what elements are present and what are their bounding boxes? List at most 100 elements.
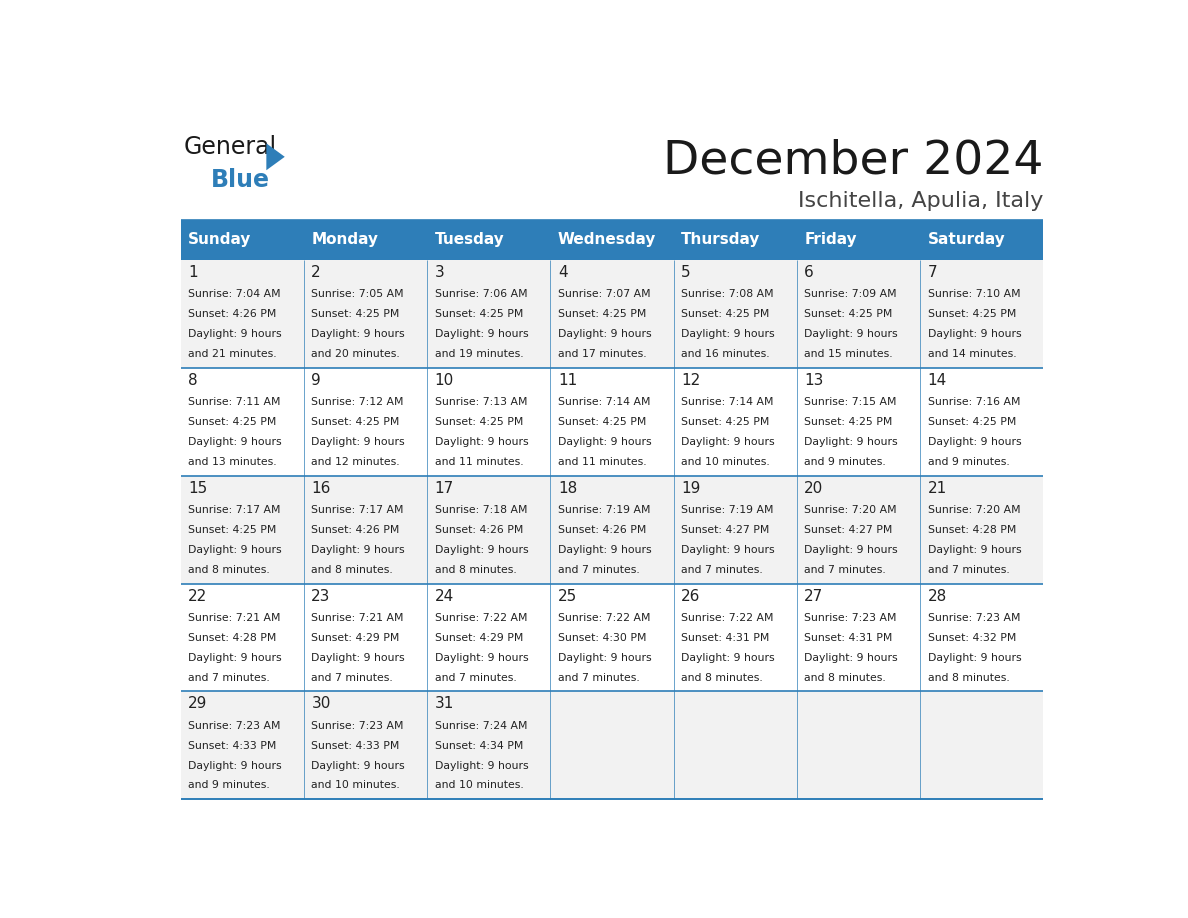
Text: and 11 minutes.: and 11 minutes. (435, 457, 523, 467)
Text: Sunset: 4:25 PM: Sunset: 4:25 PM (804, 309, 892, 319)
Text: 11: 11 (558, 373, 577, 387)
Text: Daylight: 9 hours: Daylight: 9 hours (311, 437, 405, 447)
Text: Sunrise: 7:07 AM: Sunrise: 7:07 AM (558, 289, 651, 299)
Bar (921, 260, 1043, 368)
Text: Sunset: 4:31 PM: Sunset: 4:31 PM (804, 633, 892, 643)
Text: Daylight: 9 hours: Daylight: 9 hours (188, 760, 282, 770)
Text: and 7 minutes.: and 7 minutes. (311, 673, 393, 683)
Text: and 8 minutes.: and 8 minutes. (804, 673, 886, 683)
Text: Sunrise: 7:16 AM: Sunrise: 7:16 AM (928, 397, 1020, 407)
Text: Sunset: 4:25 PM: Sunset: 4:25 PM (188, 525, 277, 535)
Text: and 20 minutes.: and 20 minutes. (311, 349, 400, 359)
Text: Sunset: 4:29 PM: Sunset: 4:29 PM (435, 633, 523, 643)
Text: Sunrise: 7:12 AM: Sunrise: 7:12 AM (311, 397, 404, 407)
Text: Sunset: 4:25 PM: Sunset: 4:25 PM (558, 417, 646, 427)
Text: Sunset: 4:26 PM: Sunset: 4:26 PM (435, 525, 523, 535)
Text: Sunset: 4:27 PM: Sunset: 4:27 PM (681, 525, 770, 535)
Text: Daylight: 9 hours: Daylight: 9 hours (558, 329, 651, 339)
Text: 13: 13 (804, 373, 823, 387)
Text: 30: 30 (311, 697, 330, 711)
Bar (428, 260, 550, 368)
Text: Sunset: 4:30 PM: Sunset: 4:30 PM (558, 633, 646, 643)
Text: Daylight: 9 hours: Daylight: 9 hours (804, 329, 898, 339)
Polygon shape (266, 143, 285, 170)
Bar (550, 584, 674, 691)
Bar (304, 368, 428, 476)
Text: Sunrise: 7:19 AM: Sunrise: 7:19 AM (558, 505, 650, 515)
Bar (428, 584, 550, 691)
Text: Daylight: 9 hours: Daylight: 9 hours (311, 653, 405, 663)
Text: Daylight: 9 hours: Daylight: 9 hours (681, 437, 775, 447)
Text: and 8 minutes.: and 8 minutes. (681, 673, 763, 683)
Bar (674, 476, 797, 584)
Bar (428, 691, 550, 800)
Text: 31: 31 (435, 697, 454, 711)
Bar (674, 260, 797, 368)
Bar (550, 476, 674, 584)
Text: and 11 minutes.: and 11 minutes. (558, 457, 646, 467)
Text: and 12 minutes.: and 12 minutes. (311, 457, 400, 467)
Text: 24: 24 (435, 588, 454, 603)
Text: 15: 15 (188, 481, 208, 496)
Bar (304, 476, 428, 584)
Text: and 9 minutes.: and 9 minutes. (928, 457, 1010, 467)
Bar (428, 368, 550, 476)
Text: Daylight: 9 hours: Daylight: 9 hours (928, 437, 1022, 447)
Text: Daylight: 9 hours: Daylight: 9 hours (188, 544, 282, 554)
Text: Sunrise: 7:24 AM: Sunrise: 7:24 AM (435, 721, 527, 731)
Text: Sunset: 4:25 PM: Sunset: 4:25 PM (928, 309, 1016, 319)
Text: Sunset: 4:28 PM: Sunset: 4:28 PM (928, 525, 1016, 535)
Text: and 7 minutes.: and 7 minutes. (928, 565, 1010, 575)
Text: Sunrise: 7:22 AM: Sunrise: 7:22 AM (558, 612, 650, 622)
Bar (181, 691, 304, 800)
Text: Daylight: 9 hours: Daylight: 9 hours (928, 544, 1022, 554)
Text: 7: 7 (928, 265, 937, 280)
Text: Daylight: 9 hours: Daylight: 9 hours (435, 544, 529, 554)
Text: 27: 27 (804, 588, 823, 603)
Text: 14: 14 (928, 373, 947, 387)
Text: and 15 minutes.: and 15 minutes. (804, 349, 893, 359)
Text: and 10 minutes.: and 10 minutes. (681, 457, 770, 467)
Text: Sunset: 4:25 PM: Sunset: 4:25 PM (435, 309, 523, 319)
Bar (797, 368, 921, 476)
Bar (797, 584, 921, 691)
Bar (550, 260, 674, 368)
Text: Sunset: 4:33 PM: Sunset: 4:33 PM (188, 741, 277, 751)
Text: Daylight: 9 hours: Daylight: 9 hours (681, 653, 775, 663)
Text: and 9 minutes.: and 9 minutes. (188, 780, 270, 790)
Text: Sunrise: 7:23 AM: Sunrise: 7:23 AM (188, 721, 280, 731)
Text: and 19 minutes.: and 19 minutes. (435, 349, 523, 359)
Text: Daylight: 9 hours: Daylight: 9 hours (804, 653, 898, 663)
Text: Sunrise: 7:22 AM: Sunrise: 7:22 AM (681, 612, 773, 622)
Text: and 13 minutes.: and 13 minutes. (188, 457, 277, 467)
Text: Sunrise: 7:15 AM: Sunrise: 7:15 AM (804, 397, 897, 407)
Text: Sunset: 4:27 PM: Sunset: 4:27 PM (804, 525, 892, 535)
Text: Tuesday: Tuesday (435, 232, 505, 247)
Text: Sunset: 4:31 PM: Sunset: 4:31 PM (681, 633, 770, 643)
Text: 9: 9 (311, 373, 321, 387)
Text: Sunset: 4:29 PM: Sunset: 4:29 PM (311, 633, 399, 643)
Text: Sunrise: 7:18 AM: Sunrise: 7:18 AM (435, 505, 527, 515)
Bar (921, 584, 1043, 691)
Text: and 7 minutes.: and 7 minutes. (558, 565, 639, 575)
Text: Sunrise: 7:20 AM: Sunrise: 7:20 AM (928, 505, 1020, 515)
Text: Sunset: 4:34 PM: Sunset: 4:34 PM (435, 741, 523, 751)
Text: and 21 minutes.: and 21 minutes. (188, 349, 277, 359)
Bar (550, 368, 674, 476)
Text: and 10 minutes.: and 10 minutes. (311, 780, 400, 790)
Text: Daylight: 9 hours: Daylight: 9 hours (928, 329, 1022, 339)
Text: Sunrise: 7:08 AM: Sunrise: 7:08 AM (681, 289, 773, 299)
Text: 20: 20 (804, 481, 823, 496)
Text: Sunrise: 7:23 AM: Sunrise: 7:23 AM (804, 612, 897, 622)
Text: Sunrise: 7:23 AM: Sunrise: 7:23 AM (928, 612, 1020, 622)
Text: Daylight: 9 hours: Daylight: 9 hours (435, 653, 529, 663)
Text: Sunset: 4:32 PM: Sunset: 4:32 PM (928, 633, 1016, 643)
Text: 26: 26 (681, 588, 701, 603)
Text: 28: 28 (928, 588, 947, 603)
Text: December 2024: December 2024 (663, 139, 1043, 184)
Text: and 10 minutes.: and 10 minutes. (435, 780, 524, 790)
Text: and 7 minutes.: and 7 minutes. (435, 673, 517, 683)
Text: Daylight: 9 hours: Daylight: 9 hours (928, 653, 1022, 663)
Text: Sunrise: 7:13 AM: Sunrise: 7:13 AM (435, 397, 527, 407)
Text: Daylight: 9 hours: Daylight: 9 hours (558, 437, 651, 447)
